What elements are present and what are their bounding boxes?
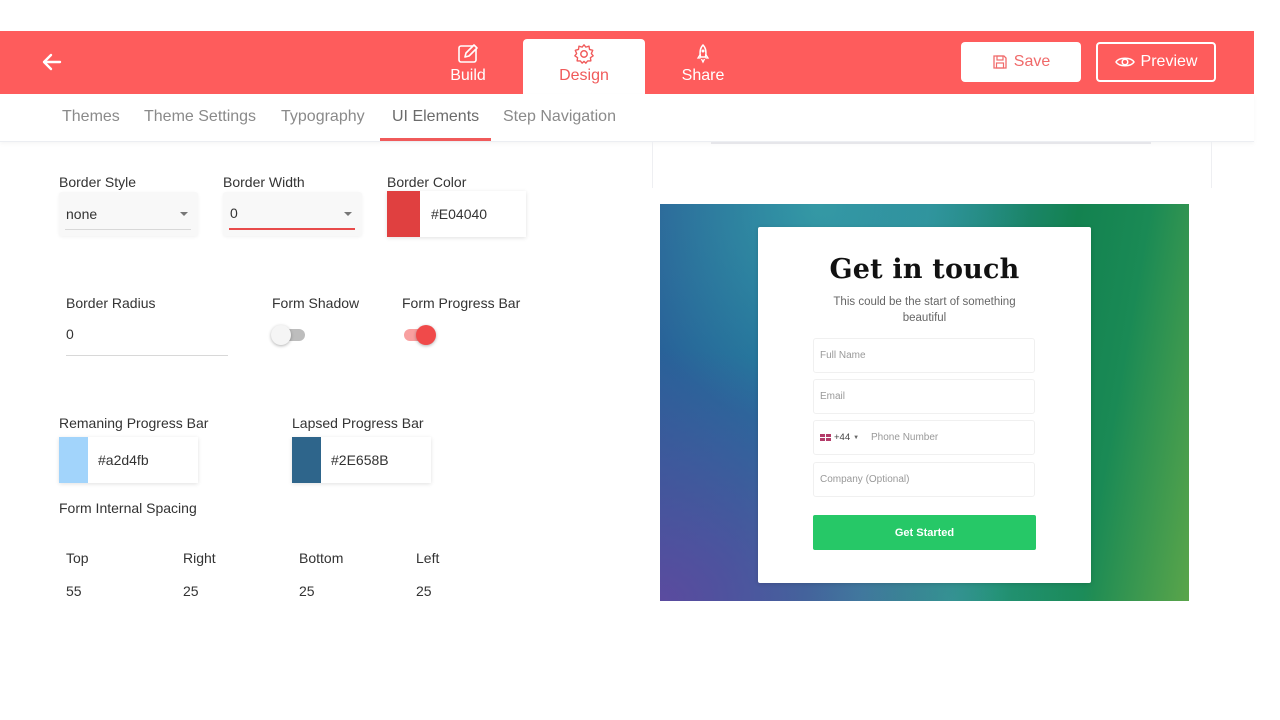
email-input[interactable]: Email: [813, 379, 1035, 414]
border-style-value: none: [66, 206, 98, 222]
tab-build[interactable]: Build: [407, 39, 529, 94]
company-placeholder: Company (Optional): [820, 474, 910, 485]
lapsed-progress-bar-picker[interactable]: #2E658B: [292, 437, 431, 483]
full-name-placeholder: Full Name: [820, 350, 866, 361]
active-subtab-indicator: [380, 138, 491, 141]
subtab-step-navigation[interactable]: Step Navigation: [503, 108, 616, 125]
remaining-progress-bar-swatch: [59, 437, 88, 483]
rocket-icon: [696, 43, 710, 64]
toggle-knob: [271, 325, 291, 345]
tab-design[interactable]: Design: [523, 39, 645, 94]
caret-down-icon: [344, 212, 352, 216]
eye-icon: [1114, 57, 1135, 67]
company-input[interactable]: Company (Optional): [813, 462, 1035, 497]
preview-label: Preview: [1140, 53, 1198, 70]
preview-frame: [652, 142, 1212, 188]
border-color-picker[interactable]: #E04040: [387, 191, 526, 237]
border-width-label: Border Width: [223, 174, 305, 190]
lapsed-progress-bar-label: Lapsed Progress Bar: [292, 415, 424, 431]
border-radius-input[interactable]: 0: [66, 326, 228, 356]
form-progress-bar-toggle[interactable]: [400, 325, 436, 345]
phone-placeholder: Phone Number: [871, 432, 939, 443]
email-placeholder: Email: [820, 391, 846, 402]
save-label: Save: [1013, 53, 1051, 70]
form-shadow-label: Form Shadow: [272, 295, 360, 311]
form-preview-card: Get in touch This could be the start of …: [758, 227, 1091, 583]
input-underline: [66, 355, 228, 356]
spacing-top-label: Top: [66, 550, 89, 566]
border-width-select[interactable]: 0: [223, 192, 362, 236]
select-underline-focused: [229, 228, 355, 230]
spacing-right-input[interactable]: 25: [183, 583, 199, 599]
spacing-left-input[interactable]: 25: [416, 583, 432, 599]
subtab-typography[interactable]: Typography: [281, 108, 365, 125]
border-radius-value: 0: [66, 326, 74, 342]
subtab-ui-elements[interactable]: UI Elements: [392, 108, 480, 125]
top-app-bar: Build Design Share Save Preview: [0, 31, 1254, 94]
save-button[interactable]: Save: [961, 42, 1081, 82]
spacing-bottom-input[interactable]: 25: [299, 583, 315, 599]
border-width-value: 0: [230, 205, 238, 221]
spacing-left-label: Left: [416, 550, 440, 566]
subtab-theme-settings[interactable]: Theme Settings: [144, 108, 257, 125]
spacing-right-label: Right: [183, 550, 216, 566]
remaining-progress-bar-label: Remaning Progress Bar: [59, 415, 209, 431]
select-underline: [65, 229, 191, 230]
get-started-button[interactable]: Get Started: [813, 515, 1036, 550]
back-button[interactable]: [38, 50, 66, 74]
border-color-swatch: [387, 191, 420, 237]
tab-build-label: Build: [450, 67, 486, 84]
caret-down-icon: [180, 212, 188, 216]
form-title: Get in touch: [829, 254, 1020, 285]
remaining-progress-bar-hex: #a2d4fb: [98, 452, 149, 468]
lapsed-progress-bar-hex: #2E658B: [331, 452, 389, 468]
arrow-left-icon: [42, 53, 62, 71]
gear-icon: [574, 44, 594, 64]
divider: [711, 142, 1151, 144]
spacing-top-input[interactable]: 55: [66, 583, 82, 599]
form-shadow-toggle[interactable]: [271, 325, 307, 345]
tab-design-label: Design: [559, 67, 609, 84]
remaining-progress-bar-picker[interactable]: #a2d4fb: [59, 437, 198, 483]
form-internal-spacing-label: Form Internal Spacing: [59, 500, 197, 516]
border-radius-label: Border Radius: [66, 295, 156, 311]
lapsed-progress-bar-swatch: [292, 437, 321, 483]
caret-down-icon: ▼: [853, 434, 860, 441]
phone-input[interactable]: +44 ▼ Phone Number: [813, 420, 1035, 455]
form-progress-bar-label: Form Progress Bar: [402, 295, 521, 311]
country-code-value: +44: [834, 432, 851, 443]
preview-button[interactable]: Preview: [1096, 42, 1216, 82]
form-subtitle: This could be the start of something bea…: [833, 296, 1016, 324]
border-style-select[interactable]: none: [59, 192, 198, 236]
edit-icon: [458, 44, 478, 63]
design-subtabs: Themes Theme Settings Typography UI Elem…: [0, 94, 1254, 142]
spacing-bottom-label: Bottom: [299, 550, 344, 566]
border-color-label: Border Color: [387, 174, 467, 190]
subtab-themes[interactable]: Themes: [62, 108, 120, 125]
country-code-select[interactable]: +44 ▼: [820, 432, 859, 443]
tab-share-label: Share: [681, 67, 725, 84]
full-name-input[interactable]: Full Name: [813, 338, 1035, 373]
tab-share[interactable]: Share: [642, 39, 764, 94]
floppy-disk-icon: [993, 55, 1007, 69]
uk-flag-icon: [820, 434, 831, 441]
border-color-hex: #E04040: [431, 206, 488, 222]
border-style-label: Border Style: [59, 174, 137, 190]
toggle-knob: [416, 325, 436, 345]
